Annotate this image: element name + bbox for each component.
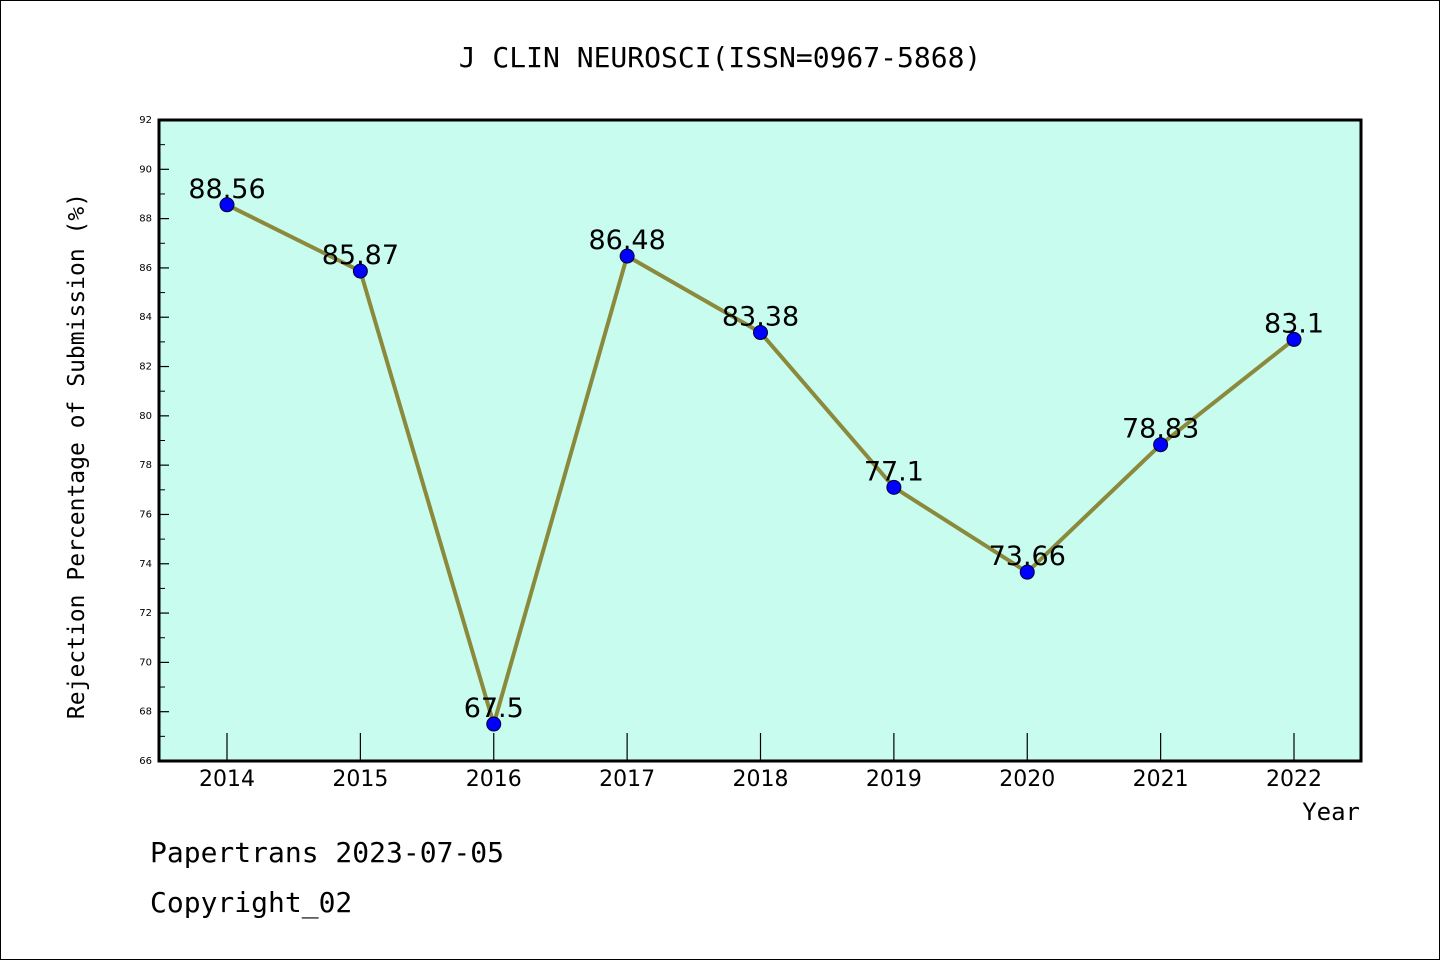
data-point-marker: [1153, 437, 1169, 453]
data-point-marker: [1019, 564, 1035, 580]
data-point-marker: [619, 248, 635, 264]
chart-title: J CLIN NEUROSCI(ISSN=0967-5868): [459, 41, 982, 74]
data-label: 85.87: [322, 240, 399, 271]
y-tick-label: 78: [139, 460, 152, 471]
y-tick-label: 92: [139, 115, 152, 126]
footer-date-text: Papertrans 2023-07-05: [150, 836, 505, 869]
x-tick-label: 2019: [866, 767, 922, 792]
y-tick-label: 84: [139, 312, 152, 323]
y-tick-label: 86: [139, 263, 152, 274]
y-tick-label: 90: [139, 164, 152, 175]
y-axis-ticks: 66 68 70 72 74 76 78 80 82 84 86 88 90 92: [139, 115, 169, 767]
y-tick-label: 72: [139, 608, 152, 619]
data-point-marker: [1286, 331, 1302, 347]
data-point-marker: [352, 263, 368, 279]
data-label: 86.48: [588, 225, 665, 256]
data-label: 83.1: [1264, 308, 1324, 339]
data-label: 83.38: [722, 302, 799, 333]
data-label: 88.56: [188, 174, 265, 205]
x-tick-label: 2015: [332, 767, 388, 792]
y-tick-label: 76: [139, 509, 152, 520]
markers-group: [219, 197, 1302, 732]
data-point-marker: [486, 716, 502, 732]
x-tick-label: 2017: [599, 767, 655, 792]
y-tick-label: 80: [139, 411, 152, 422]
data-label: 73.66: [989, 541, 1066, 572]
x-tick-label: 2022: [1266, 767, 1322, 792]
data-label: 67.5: [464, 693, 524, 724]
x-axis-label: Year: [1302, 798, 1360, 826]
data-point-marker: [886, 479, 902, 495]
y-tick-label: 66: [139, 756, 152, 767]
data-point-marker: [753, 325, 768, 341]
y-axis-label: Rejection Percentage of Submission (%): [64, 193, 90, 719]
x-tick-label: 2021: [1133, 767, 1189, 792]
x-tick-label: 2014: [199, 767, 255, 792]
y-tick-label: 70: [139, 657, 152, 668]
y-tick-label: 68: [139, 707, 152, 718]
x-tick-label: 2020: [999, 767, 1055, 792]
y-tick-label: 82: [139, 362, 152, 373]
x-tick-label: 2018: [733, 767, 789, 792]
data-point-marker: [219, 197, 235, 213]
y-tick-label: 88: [139, 214, 152, 225]
data-labels-group: 88.56 85.87 67.5 86.48 83.38 77.1 73.66 78.83 83…: [188, 174, 1324, 724]
footer-copyright-text: Copyright_02: [150, 886, 353, 919]
y-tick-label: 74: [139, 559, 152, 570]
data-label: 78.83: [1122, 414, 1199, 445]
x-axis-ticks: 2014 2015 2016 2017 2018 2019 2020 2021 2022: [199, 733, 1322, 792]
data-label: 77.1: [864, 456, 924, 487]
x-tick-label: 2016: [466, 767, 522, 792]
